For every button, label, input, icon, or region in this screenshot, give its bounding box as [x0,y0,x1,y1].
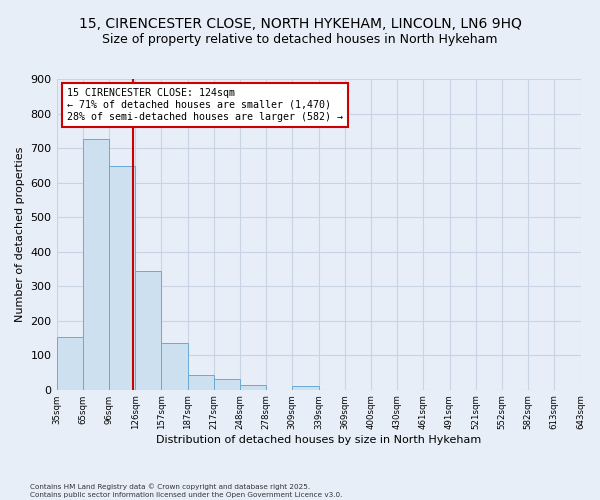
Text: Size of property relative to detached houses in North Hykeham: Size of property relative to detached ho… [102,32,498,46]
Text: 15, CIRENCESTER CLOSE, NORTH HYKEHAM, LINCOLN, LN6 9HQ: 15, CIRENCESTER CLOSE, NORTH HYKEHAM, LI… [79,18,521,32]
X-axis label: Distribution of detached houses by size in North Hykeham: Distribution of detached houses by size … [156,435,481,445]
Bar [240,385,266,390]
Bar [188,375,214,390]
Bar [109,166,135,390]
Bar [56,337,83,390]
Y-axis label: Number of detached properties: Number of detached properties [15,146,25,322]
Text: Contains HM Land Registry data © Crown copyright and database right 2025.
Contai: Contains HM Land Registry data © Crown c… [30,484,343,498]
Text: 15 CIRENCESTER CLOSE: 124sqm
← 71% of detached houses are smaller (1,470)
28% of: 15 CIRENCESTER CLOSE: 124sqm ← 71% of de… [67,88,343,122]
Bar [135,272,161,390]
Bar [214,378,240,390]
Bar [83,140,109,390]
Bar [161,343,188,390]
Bar [292,386,319,390]
